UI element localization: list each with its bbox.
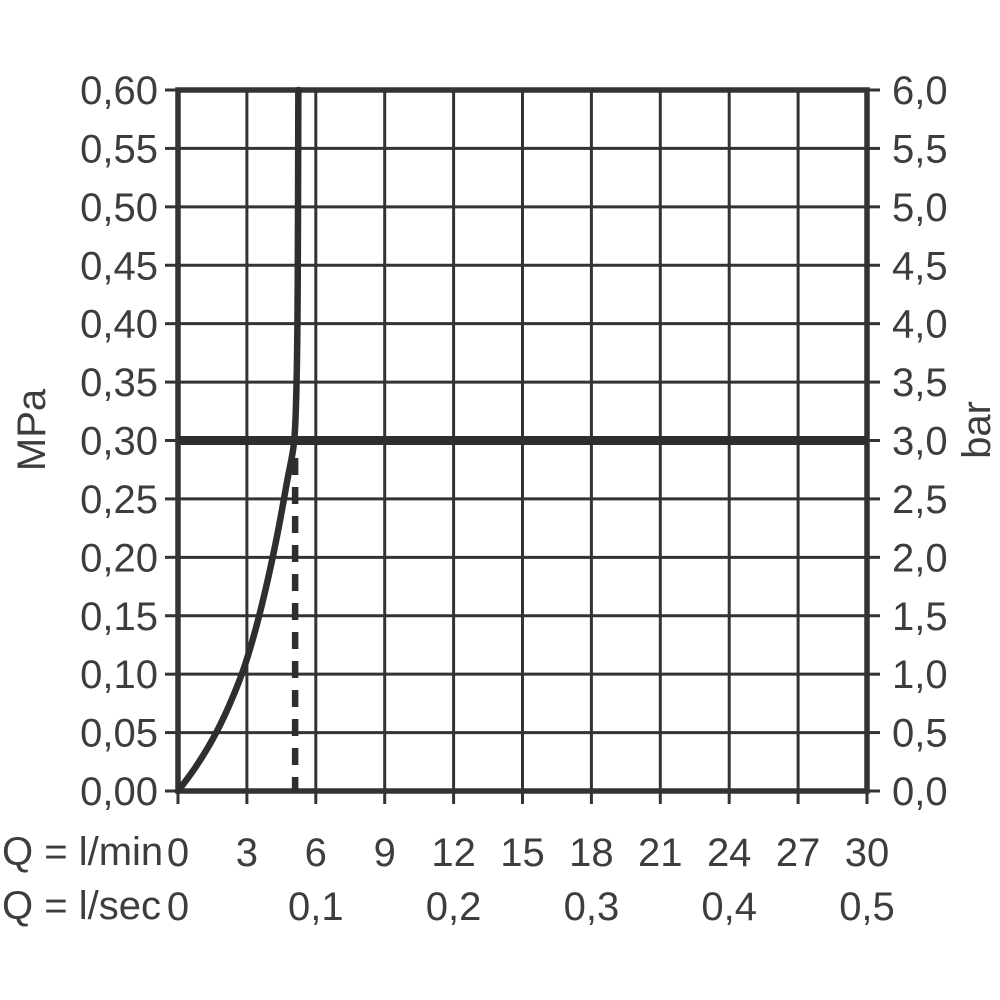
left-axis-tick-label: 0,60 — [80, 69, 158, 113]
right-axis-tick-label: 0,0 — [892, 770, 948, 814]
flow-characteristic-curve — [174, 86, 302, 795]
right-axis-tick-label: 3,5 — [892, 361, 948, 405]
left-axis-tick-label: 0,30 — [80, 420, 158, 464]
left-axis-tick-label: 0,00 — [80, 770, 158, 814]
right-axis-tick-label: 1,0 — [892, 653, 948, 697]
x-axis-lmin-unit-label: Q = l/min — [2, 830, 164, 874]
left-axis-tick-label: 0,55 — [80, 127, 158, 171]
x-axis-lsec-unit-label: Q = l/sec — [2, 884, 161, 928]
left-axis-tick-label: 0,25 — [80, 478, 158, 522]
x-axis-lsec-tick-label: 0,5 — [839, 885, 895, 929]
x-axis-lmin-tick-label: 6 — [305, 831, 327, 875]
left-axis-tick-label: 0,10 — [80, 653, 158, 697]
x-axis-lsec-tick-label: 0,2 — [426, 885, 482, 929]
right-axis-tick-label: 2,0 — [892, 536, 948, 580]
x-axis-lsec-tick-label: 0 — [167, 885, 189, 929]
x-axis-lmin-tick-label: 27 — [776, 831, 821, 875]
left-axis-tick-label: 0,20 — [80, 536, 158, 580]
x-axis-lmin-tick-label: 24 — [707, 831, 752, 875]
x-axis-lmin-tick-label: 15 — [500, 831, 545, 875]
x-axis-lsec-tick-label: 0,4 — [701, 885, 757, 929]
left-axis-tick-label: 0,35 — [80, 361, 158, 405]
left-axis-tick-label: 0,40 — [80, 303, 158, 347]
x-axis-lmin-tick-label: 18 — [569, 831, 614, 875]
left-axis-tick-label: 0,45 — [80, 244, 158, 288]
x-axis-lmin-tick-label: 3 — [236, 831, 258, 875]
x-axis-lmin-tick-label: 21 — [638, 831, 683, 875]
left-axis-tick-label: 0,15 — [80, 595, 158, 639]
right-axis-tick-label: 5,5 — [892, 127, 948, 171]
left-axis-tick-label: 0,05 — [80, 712, 158, 756]
x-axis-lsec-tick-label: 0,3 — [564, 885, 620, 929]
right-axis-tick-label: 3,0 — [892, 420, 948, 464]
right-axis-tick-label: 4,5 — [892, 244, 948, 288]
right-axis-unit-label: bar — [955, 401, 999, 459]
right-axis-tick-label: 0,5 — [892, 712, 948, 756]
right-axis-tick-label: 4,0 — [892, 303, 948, 347]
x-axis-lmin-tick-label: 0 — [167, 831, 189, 875]
right-axis-tick-label: 6,0 — [892, 69, 948, 113]
right-axis-tick-label: 1,5 — [892, 595, 948, 639]
right-axis-tick-label: 5,0 — [892, 186, 948, 230]
x-axis-lsec-tick-label: 0,1 — [288, 885, 344, 929]
x-axis-lmin-tick-label: 9 — [374, 831, 396, 875]
x-axis-lmin-tick-label: 30 — [845, 831, 890, 875]
left-axis-unit-label: MPa — [10, 388, 54, 472]
left-axis-tick-label: 0,50 — [80, 186, 158, 230]
x-axis-lmin-tick-label: 12 — [431, 831, 476, 875]
right-axis-tick-label: 2,5 — [892, 478, 948, 522]
